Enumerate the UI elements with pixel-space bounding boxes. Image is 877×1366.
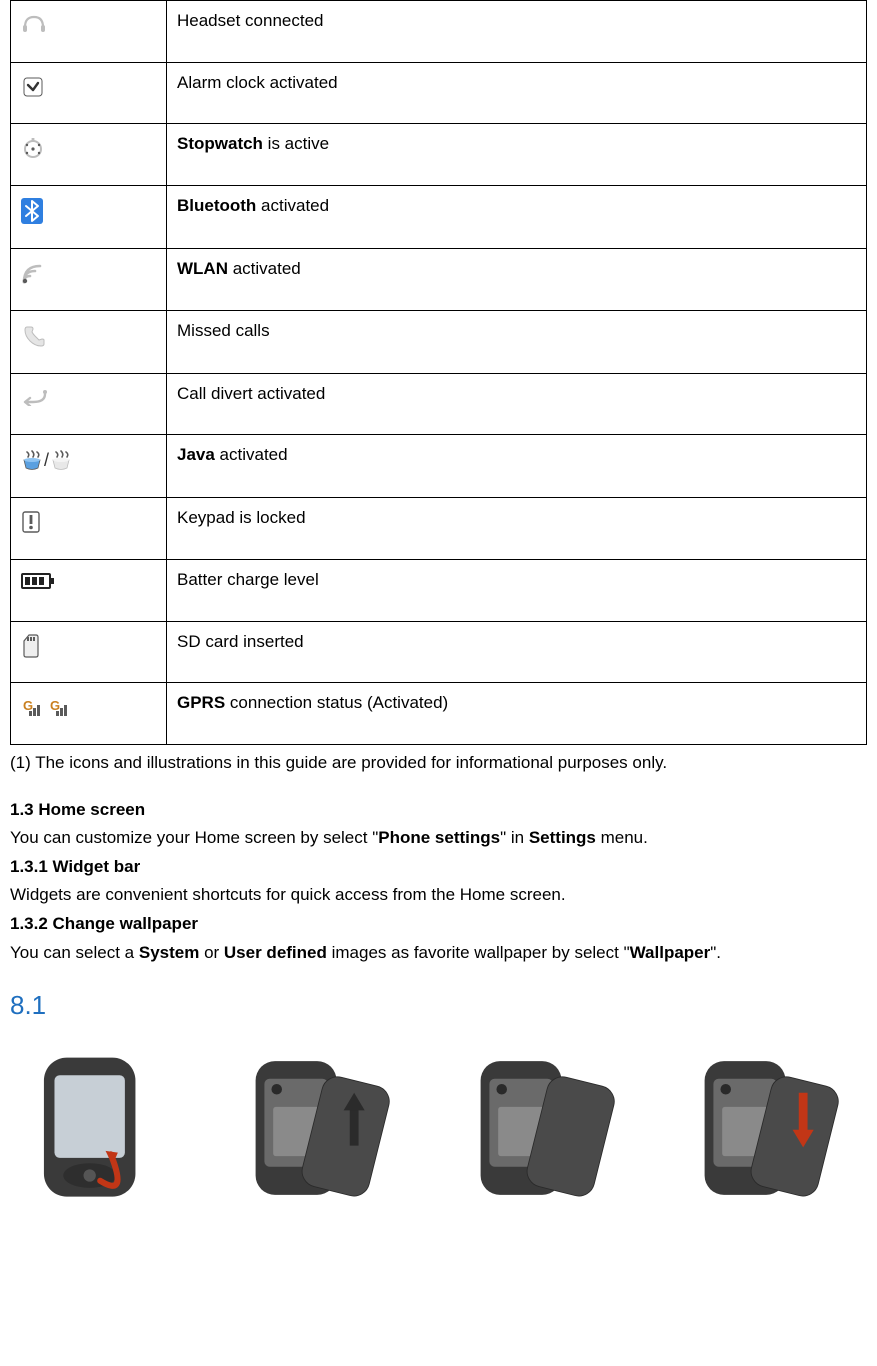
keypad-icon <box>11 498 167 560</box>
icon-description: SD card inserted <box>167 621 867 683</box>
heading-1-3: 1.3 Home screen <box>10 798 867 823</box>
table-row: / Java activated <box>11 435 867 498</box>
phone-illustration-1 <box>14 1043 190 1213</box>
heading-1-3-1: 1.3.1 Widget bar <box>10 855 867 880</box>
icon-description: Bluetooth activated <box>167 185 867 248</box>
icon-description: Keypad is locked <box>167 498 867 560</box>
gprs-icon: G G <box>11 683 167 745</box>
status-icons-table: Headset connected Alarm clock activated … <box>10 0 867 745</box>
status-icons-tbody: Headset connected Alarm clock activated … <box>11 1 867 745</box>
table-row: Bluetooth activated <box>11 185 867 248</box>
stopwatch-icon <box>11 124 167 186</box>
divert-icon <box>11 373 167 435</box>
heading-8-1: 8.1 <box>10 987 867 1025</box>
table-row: Keypad is locked <box>11 498 867 560</box>
java-icon: / <box>11 435 167 498</box>
phone-illustration-2 <box>238 1043 414 1213</box>
para-1-3-1: Widgets are convenient shortcuts for qui… <box>10 883 867 908</box>
icon-description: Missed calls <box>167 310 867 373</box>
headset-icon <box>11 1 167 63</box>
icon-description: Alarm clock activated <box>167 62 867 124</box>
icon-description: WLAN activated <box>167 248 867 310</box>
missed-icon <box>11 310 167 373</box>
sdcard-icon <box>11 621 167 683</box>
table-row: G G GPRS connection status (Activated) <box>11 683 867 745</box>
footnote: (1) The icons and illustrations in this … <box>10 751 867 776</box>
phone-illustration-3 <box>463 1043 639 1213</box>
bluetooth-icon <box>11 185 167 248</box>
phone-illustrations-row <box>10 1043 867 1213</box>
table-row: WLAN activated <box>11 248 867 310</box>
wlan-icon <box>11 248 167 310</box>
phone-illustration-4 <box>687 1043 863 1213</box>
para-1-3-2: You can select a System or User defined … <box>10 941 867 966</box>
table-row: SD card inserted <box>11 621 867 683</box>
table-row: Headset connected <box>11 1 867 63</box>
icon-description: GPRS connection status (Activated) <box>167 683 867 745</box>
table-row: Missed calls <box>11 310 867 373</box>
icon-description: Batter charge level <box>167 559 867 621</box>
alarm-icon <box>11 62 167 124</box>
battery-icon <box>11 559 167 621</box>
table-row: Alarm clock activated <box>11 62 867 124</box>
svg-text:G: G <box>50 698 60 713</box>
svg-text:G: G <box>23 698 33 713</box>
para-1-3: You can customize your Home screen by se… <box>10 826 867 851</box>
heading-1-3-2: 1.3.2 Change wallpaper <box>10 912 867 937</box>
icon-description: Headset connected <box>167 1 867 63</box>
icon-description: Java activated <box>167 435 867 498</box>
table-row: Stopwatch is active <box>11 124 867 186</box>
icon-description: Stopwatch is active <box>167 124 867 186</box>
icon-description: Call divert activated <box>167 373 867 435</box>
table-row: Batter charge level <box>11 559 867 621</box>
table-row: Call divert activated <box>11 373 867 435</box>
